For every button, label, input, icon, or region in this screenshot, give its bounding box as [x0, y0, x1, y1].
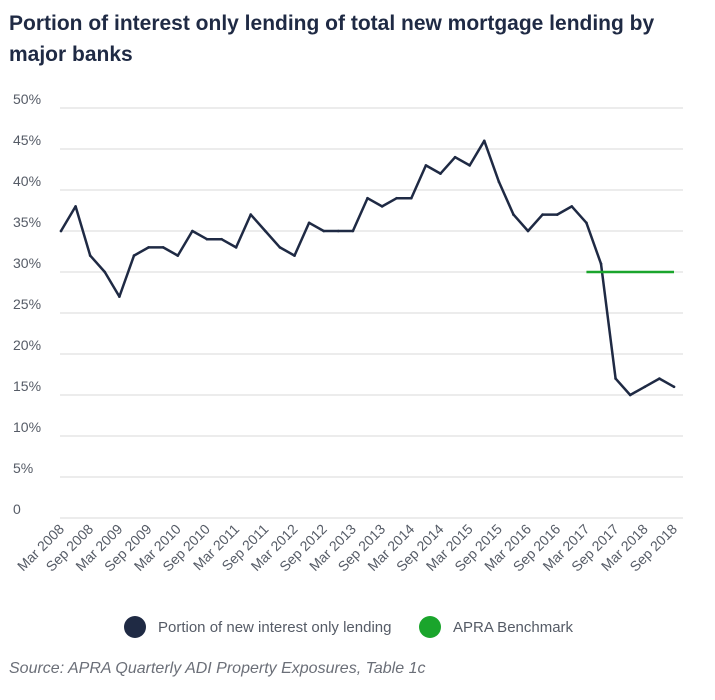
- data-point: [570, 205, 574, 208]
- data-point: [468, 164, 471, 167]
- data-point: [74, 205, 77, 208]
- gridlines: [60, 107, 683, 519]
- data-point: [614, 377, 617, 380]
- data-point: [555, 213, 559, 216]
- y-tick-label: 25%: [13, 296, 41, 312]
- data-point: [249, 213, 253, 216]
- data-point: [264, 229, 267, 233]
- data-point: [118, 295, 121, 298]
- legend-item-apra: APRA Benchmark: [419, 616, 573, 638]
- source-note: Source: APRA Quarterly ADI Property Expo…: [9, 660, 426, 677]
- y-tick-label: 50%: [13, 91, 41, 107]
- data-point: [161, 246, 165, 249]
- y-tick-label: 10%: [13, 419, 41, 435]
- y-tick-label: 45%: [13, 132, 41, 148]
- legend-item-interest-only: Portion of new interest only lending: [124, 616, 391, 638]
- data-point: [541, 213, 544, 216]
- legend-label-interest-only: Portion of new interest only lending: [158, 618, 392, 636]
- data-point: [395, 196, 398, 200]
- data-point: [234, 246, 238, 249]
- y-axis-ticks: 0 5% 10% 15% 20% 25% 30% 35% 40% 45% 50%: [13, 91, 41, 517]
- data-point: [293, 254, 296, 257]
- y-tick-label: 30%: [13, 255, 41, 271]
- legend-label-apra: APRA Benchmark: [453, 618, 574, 636]
- series-line-interest-only: [59, 139, 676, 397]
- data-point: [220, 237, 223, 241]
- series-layer: [59, 139, 676, 397]
- data-point: [585, 221, 588, 225]
- data-point: [482, 139, 486, 143]
- data-point: [599, 262, 603, 266]
- data-point: [658, 377, 661, 380]
- y-tick-label: 40%: [13, 173, 41, 189]
- legend: Portion of new interest only lending APR…: [0, 616, 715, 640]
- data-point: [307, 221, 311, 225]
- data-point: [322, 229, 326, 233]
- chart-title: Portion of interest only lending of tota…: [9, 12, 655, 66]
- legend-marker-dark: [124, 616, 146, 638]
- data-point: [672, 385, 676, 389]
- y-tick-label: 15%: [13, 378, 41, 394]
- data-point: [643, 385, 647, 389]
- data-point: [351, 229, 355, 233]
- data-point: [409, 196, 413, 200]
- data-point: [439, 172, 442, 175]
- data-point: [526, 229, 530, 233]
- legend-marker-green: [419, 616, 441, 638]
- data-point: [176, 254, 180, 257]
- data-point: [59, 229, 63, 233]
- y-tick-label: 0: [13, 501, 21, 517]
- data-point: [205, 237, 209, 241]
- line-chart: 0 5% 10% 15% 20% 25% 30% 35% 40% 45% 50% Mar 2008S…: [13, 91, 683, 575]
- data-point: [366, 196, 369, 200]
- data-point: [380, 205, 384, 208]
- data-point: [424, 164, 428, 167]
- y-tick-label: 20%: [13, 337, 41, 353]
- data-point: [278, 246, 282, 249]
- y-tick-label: 5%: [13, 460, 33, 476]
- data-point: [512, 213, 515, 216]
- data-point: [191, 229, 194, 233]
- data-point: [132, 254, 136, 257]
- data-point: [453, 155, 457, 159]
- y-tick-label: 35%: [13, 214, 41, 230]
- data-point: [88, 254, 92, 257]
- data-point: [628, 393, 632, 397]
- data-point: [103, 270, 107, 274]
- data-point: [497, 180, 501, 184]
- data-point: [147, 246, 150, 249]
- data-point: [337, 229, 340, 233]
